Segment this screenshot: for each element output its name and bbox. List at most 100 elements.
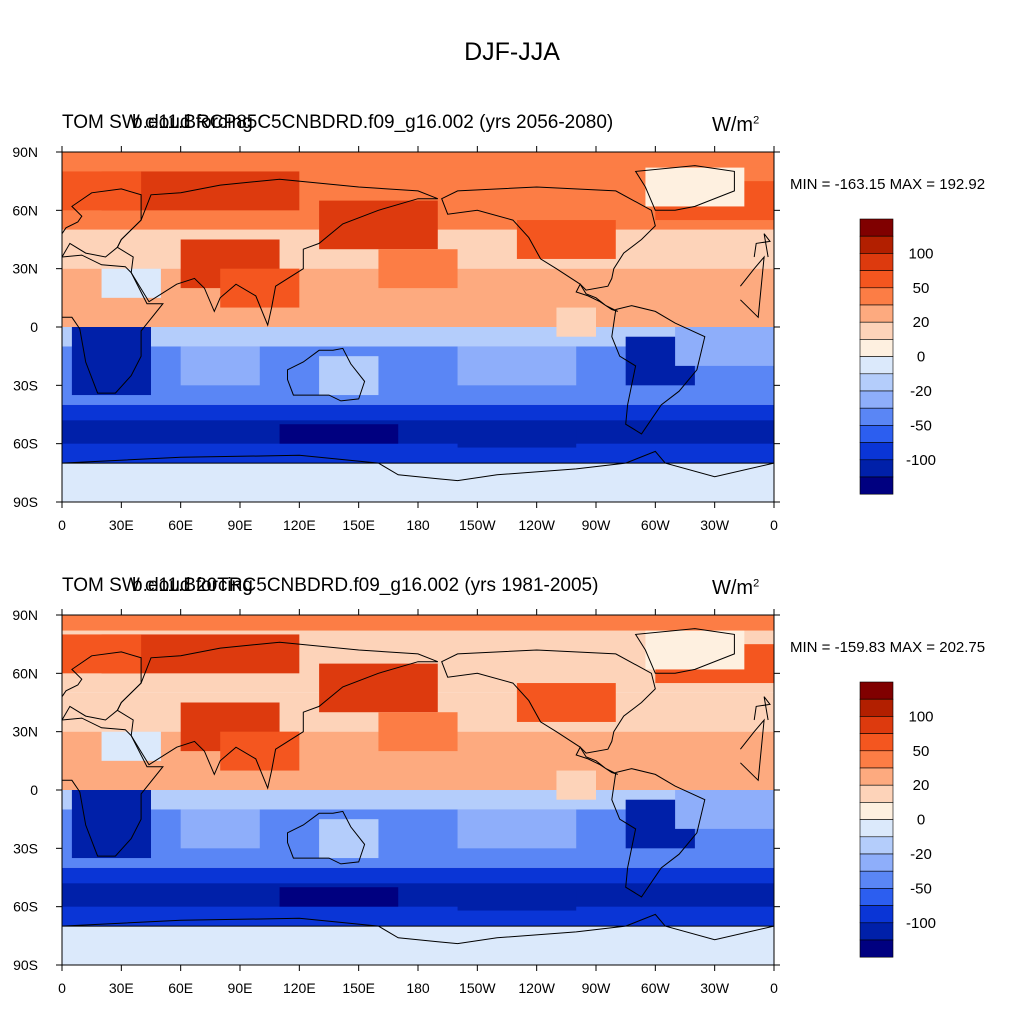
coastlines [62, 165, 774, 482]
lon-label: 0 [58, 980, 66, 996]
colorbar: 100 50 20 0 -20 -50 -100 [859, 681, 936, 958]
lat-label: 60N [12, 665, 38, 681]
lon-label: 150W [459, 517, 496, 533]
colorbar-box [859, 253, 894, 271]
colorbar-label: -20 [910, 846, 932, 863]
panel-historical: TOM SW cloud forcing b.e11.B20TRC5CNBDRD… [0, 463, 1024, 933]
colorbar-box [859, 819, 894, 838]
contour-band [556, 770, 596, 800]
colorbar-label: -50 [910, 880, 932, 897]
lon-label: 30W [700, 517, 730, 533]
contour-band [319, 819, 379, 859]
contour-band [645, 167, 745, 207]
coastline-antarctica [62, 450, 774, 482]
contour-band [378, 712, 458, 752]
colorbar-label: 20 [913, 777, 930, 794]
lon-label: 60E [168, 517, 193, 533]
lon-label: 0 [770, 517, 778, 533]
coastline-greenland [634, 165, 735, 211]
lon-label: 30W [700, 980, 730, 996]
panel-future: TOM SW cloud forcing b.e11.BRCP85C5CNBDR… [0, 0, 1024, 470]
panel-variable-label: TOM SW cloud forcing [62, 575, 253, 596]
panel-title: TOM SW cloud forcing b.e11.B20TRC5CNBDRD… [62, 575, 598, 597]
contour-band [220, 731, 300, 771]
units-text: W/m [712, 114, 754, 136]
colorbar-label: -20 [910, 383, 932, 400]
contour-band [180, 346, 260, 386]
colorbar-box [859, 888, 894, 906]
contour-band [457, 346, 577, 386]
coastline-asia [116, 641, 438, 790]
colorbar-box [859, 681, 894, 700]
colorbar-box [859, 853, 894, 872]
contour-band [279, 424, 399, 444]
coastline-central-america [575, 283, 619, 312]
contour-band [457, 891, 577, 911]
coastlines [62, 628, 774, 945]
colorbar-box [859, 939, 894, 958]
colorbar-box [859, 270, 894, 289]
contour-band [319, 356, 379, 396]
lat-label: 60N [12, 202, 38, 218]
colorbar-label: 50 [913, 280, 930, 297]
lat-label: 0 [30, 782, 38, 798]
colorbar-box [859, 287, 894, 306]
colorbar-box [859, 356, 894, 375]
lon-label: 120E [283, 980, 316, 996]
colorbar-box [859, 802, 894, 820]
lon-label: 120W [518, 980, 555, 996]
contour-band [220, 268, 300, 308]
contour-band [378, 249, 458, 289]
lat-label: 30S [13, 840, 38, 856]
colorbar-box [859, 750, 894, 769]
colorbar-label: 0 [917, 349, 925, 366]
colorbar-label: -50 [910, 417, 932, 434]
map-panel-2: 90N 60N 30N 0 30S 60S 90S 0 30E 60E 90E 120E 150E 180… [12, 607, 936, 996]
colorbar-label: 20 [913, 314, 930, 331]
colorbar: 100 50 20 0 -20 -50 -100 [859, 218, 936, 495]
lat-label: 60S [13, 436, 38, 452]
colorbar-label: 100 [908, 708, 933, 725]
lon-label: 0 [770, 980, 778, 996]
colorbar-label: 50 [913, 743, 930, 760]
panel-case-label: b.e11.B20TRC5CNBDRD.f09_g16.002 (yrs 198… [132, 575, 599, 596]
coastline-north-america [441, 186, 656, 291]
coastline-africa-west [740, 255, 765, 319]
coastline-africa [62, 717, 164, 857]
contour-band [62, 615, 774, 631]
colorbar-box [859, 235, 894, 254]
colorbar-label: 100 [908, 245, 933, 262]
contour-band [457, 428, 577, 448]
lat-label: 60S [13, 899, 38, 915]
colorbar-box [859, 442, 894, 461]
lat-label: 90S [13, 494, 38, 510]
colorbar-box [859, 218, 894, 237]
lat-label: 30N [12, 724, 38, 740]
lon-label: 90W [582, 980, 612, 996]
lon-label: 150E [342, 980, 375, 996]
colorbar-box [859, 476, 894, 495]
colorbar-box [859, 698, 894, 717]
coastline-europe [62, 188, 142, 258]
lon-label: 60W [641, 980, 671, 996]
contour-field [62, 152, 774, 502]
colorbar-box [859, 459, 894, 478]
colorbar-box [859, 425, 894, 443]
coastline-australia [287, 810, 366, 865]
colorbar-label: -100 [906, 452, 936, 469]
contour-field [62, 615, 774, 965]
coastline-africa [62, 254, 164, 394]
coastline-greenland [634, 628, 735, 674]
lon-label: 150E [342, 517, 375, 533]
lon-label: 180 [406, 517, 430, 533]
lon-label: 30E [109, 980, 134, 996]
contour-band [457, 809, 577, 849]
colorbar-box [859, 784, 894, 803]
coastline-south-america [611, 768, 706, 898]
contour-band [180, 809, 260, 849]
lat-label: 30N [12, 261, 38, 277]
contour-band [645, 630, 745, 670]
units-text: W/m [712, 577, 754, 599]
lon-label: 90E [228, 980, 253, 996]
contour-band [556, 307, 596, 337]
